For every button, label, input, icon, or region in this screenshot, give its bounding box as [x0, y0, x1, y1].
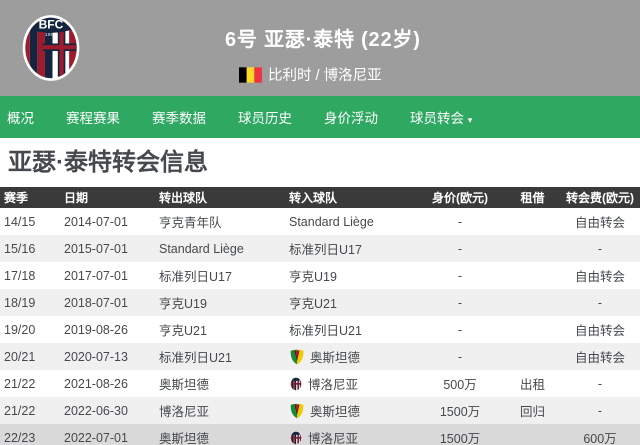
svg-text:BFC: BFC — [39, 17, 64, 31]
svg-text:1909: 1909 — [45, 32, 57, 38]
